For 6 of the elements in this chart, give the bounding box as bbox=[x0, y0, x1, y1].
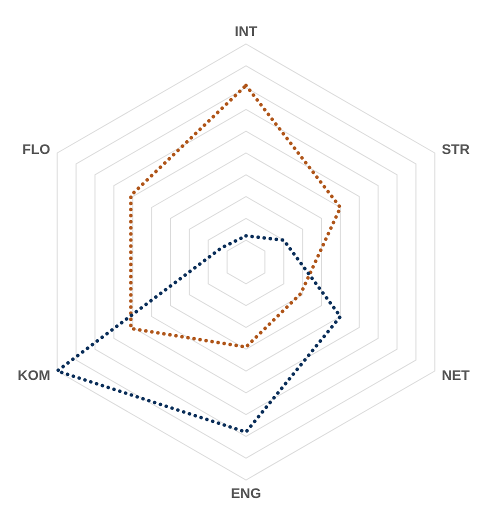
spoke-label: ENG bbox=[230, 484, 262, 501]
spoke-label: INT bbox=[234, 23, 258, 39]
spoke-label: KOM bbox=[18, 366, 50, 383]
spoke-label: STR bbox=[442, 140, 470, 157]
spoke-label: FLO bbox=[22, 140, 50, 157]
spoke-label: NET bbox=[442, 366, 470, 383]
